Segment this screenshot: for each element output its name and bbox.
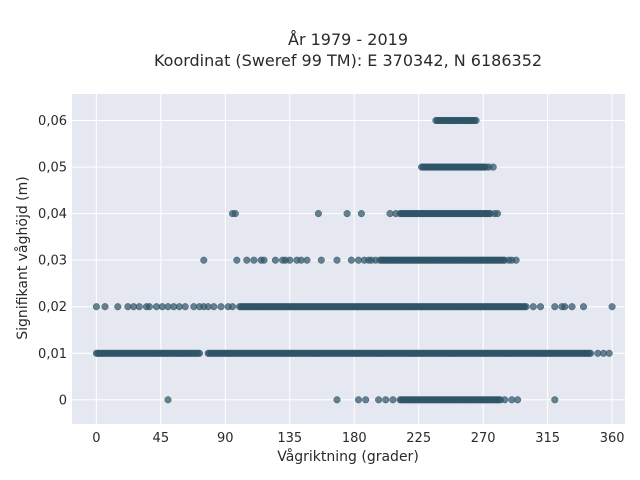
data-point (260, 256, 268, 264)
data-point (243, 256, 251, 264)
data-point (389, 396, 397, 404)
data-point (347, 256, 355, 264)
data-point (605, 349, 613, 357)
data-point (392, 210, 400, 218)
data-point (135, 303, 143, 311)
data-point (210, 303, 218, 311)
data-point (101, 303, 109, 311)
data-point (181, 303, 189, 311)
data-point (522, 303, 530, 311)
data-point (231, 210, 239, 218)
data-point (608, 303, 616, 311)
y-axis-label: Signifikant våghöjd (m) (14, 176, 31, 339)
data-point (551, 396, 559, 404)
data-point (472, 116, 480, 125)
chart-title-line-1: År 1979 - 2019 (288, 30, 408, 49)
x-tick-label: 360 (600, 431, 625, 446)
data-points (92, 116, 616, 404)
data-point (200, 256, 208, 264)
x-tick-label: 45 (153, 431, 170, 446)
x-tick-label: 0 (92, 431, 100, 446)
data-point (493, 210, 502, 218)
data-point (271, 256, 279, 264)
x-axis-label: Vågriktning (grader) (277, 448, 419, 465)
data-point (362, 396, 370, 404)
data-point (501, 396, 509, 404)
y-tick-label: 0,01 (38, 347, 67, 362)
data-point (514, 396, 522, 404)
data-point (92, 303, 100, 311)
data-point (382, 396, 390, 404)
data-point (375, 396, 383, 404)
data-point (579, 303, 588, 311)
y-tick-label: 0,04 (38, 207, 67, 222)
tick-labels: 0 45 90 135 180 225 270 315 360 0 0,01 0,02 0,03 0,04… (38, 114, 624, 446)
data-point (333, 396, 341, 404)
y-tick-label: 0,06 (38, 114, 67, 129)
data-point (529, 303, 537, 311)
y-tick-label: 0 (59, 393, 67, 408)
data-point (145, 303, 153, 311)
data-point (233, 256, 241, 264)
chart-title-line-2: Koordinat (Sweref 99 TM): E 370342, N 61… (154, 51, 542, 70)
data-point (587, 349, 595, 357)
data-point (314, 210, 322, 218)
data-point (489, 163, 497, 171)
data-point (372, 256, 380, 264)
data-point (228, 303, 237, 311)
data-point (536, 303, 545, 311)
data-point (568, 303, 576, 311)
data-point (551, 303, 559, 311)
data-point (164, 396, 172, 404)
data-point (217, 303, 225, 311)
x-tick-label: 225 (406, 431, 431, 446)
data-point (354, 396, 363, 404)
data-point (357, 210, 365, 218)
x-tick-label: 270 (471, 431, 496, 446)
y-tick-label: 0,02 (38, 300, 67, 315)
data-point (114, 303, 122, 311)
y-tick-label: 0,03 (38, 254, 67, 269)
x-tick-label: 135 (277, 431, 302, 446)
x-tick-label: 90 (217, 431, 234, 446)
data-point (512, 256, 520, 264)
data-point (561, 303, 569, 311)
data-point (195, 349, 204, 357)
data-point (333, 256, 341, 264)
y-tick-label: 0,05 (38, 161, 67, 176)
x-tick-label: 315 (535, 431, 560, 446)
data-point (286, 256, 294, 264)
data-point (343, 210, 351, 218)
data-point (250, 256, 258, 264)
data-point (303, 256, 311, 264)
data-point (317, 256, 325, 264)
x-tick-label: 180 (342, 431, 367, 446)
